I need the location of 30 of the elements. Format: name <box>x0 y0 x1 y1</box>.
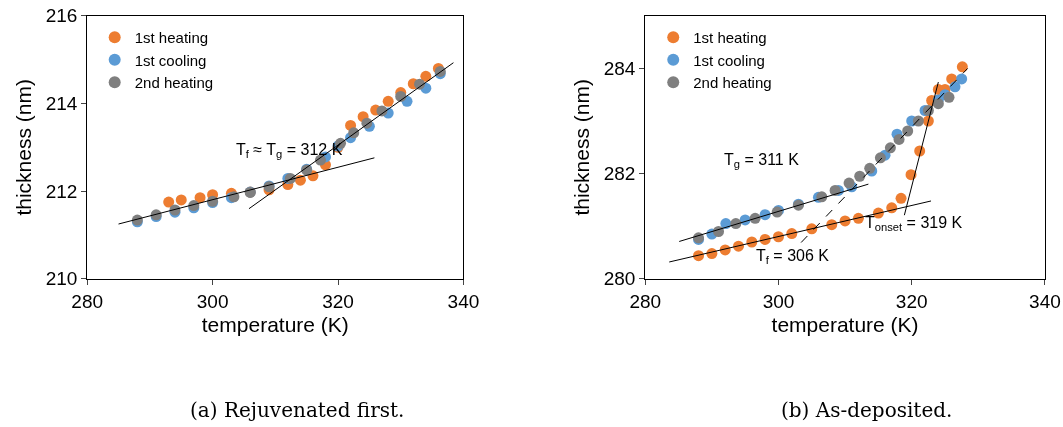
y-axis-title: thickness (nm) <box>11 79 35 216</box>
x-tick-label: 300 <box>196 290 229 312</box>
y-axis-title: thickness (nm) <box>569 79 593 216</box>
annotation: T$_{onset}$ = 319 K <box>865 214 963 234</box>
x-axis-title: temperature (K) <box>771 312 919 336</box>
x-tick-label: 340 <box>1029 290 1061 312</box>
y-tick-label: 210 <box>45 268 78 290</box>
annotation: T$_{g}$ = 311 K <box>724 151 800 171</box>
x-axis-title: temperature (K) <box>201 312 349 336</box>
legend-label: 2nd heating <box>693 74 772 92</box>
legend-label: 1st heating <box>134 29 209 47</box>
legend-label: 1st cooling <box>134 51 207 69</box>
y-tick-label: 216 <box>45 5 78 27</box>
y-tick-label: 280 <box>603 268 636 290</box>
x-tick-label: 320 <box>895 290 928 312</box>
x-tick-label: 280 <box>629 290 662 312</box>
x-tick-label: 280 <box>71 290 104 312</box>
y-tick-label: 214 <box>45 93 78 115</box>
y-tick-label: 212 <box>45 180 78 202</box>
y-tick-label: 282 <box>603 163 636 185</box>
legend-label: 1st heating <box>693 29 767 47</box>
text: (a) Rejuvenated first. <box>190 398 405 422</box>
legend-label: 2nd heating <box>134 74 214 92</box>
y-tick-label: 284 <box>603 58 636 80</box>
text: (b) As-deposited. <box>781 398 953 422</box>
annotation: T$_{f}$ = 306 K <box>756 247 830 267</box>
legend-label: 1st cooling <box>693 51 765 69</box>
x-tick-label: 340 <box>447 290 480 312</box>
x-tick-label: 300 <box>762 290 795 312</box>
x-tick-label: 320 <box>322 290 354 312</box>
